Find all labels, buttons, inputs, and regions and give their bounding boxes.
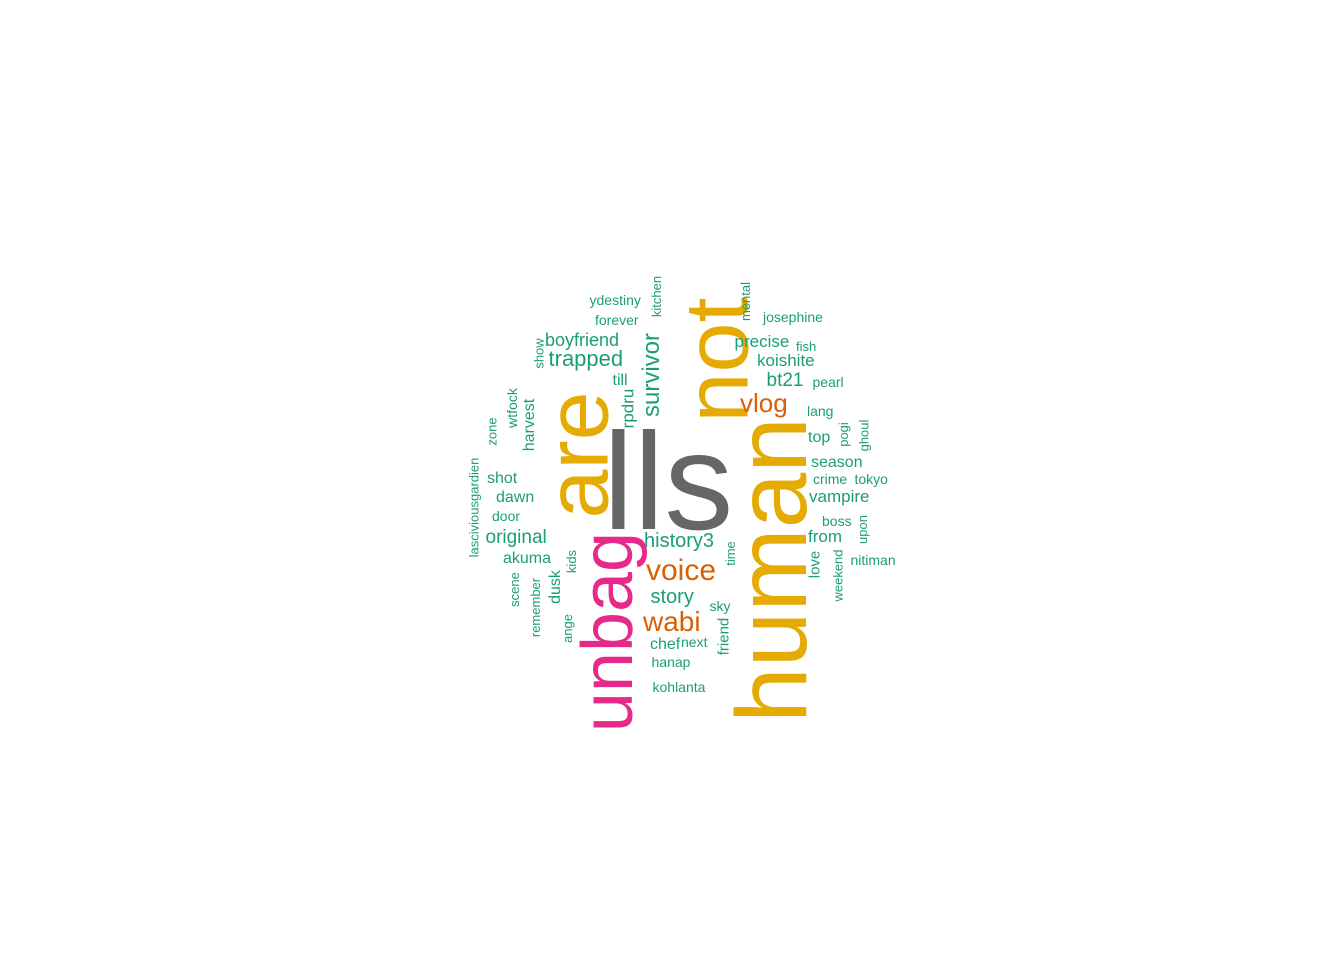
word-next: next xyxy=(681,634,708,650)
word-upon: upon xyxy=(854,514,870,544)
word-weekend: weekend xyxy=(830,548,846,602)
word-boyfriend: boyfriend xyxy=(545,330,620,350)
word-vlog: vlog xyxy=(740,388,788,418)
word-boss: boss xyxy=(822,513,852,529)
word-show: show xyxy=(531,337,547,369)
word-ghoul: ghoul xyxy=(856,419,872,451)
word-josephine: josephine xyxy=(763,309,823,325)
word-shot: shot xyxy=(487,470,518,487)
word-survivor: survivor xyxy=(638,332,666,418)
word-scene: scene xyxy=(506,571,522,607)
word-till: till xyxy=(612,372,628,389)
word-pearl: pearl xyxy=(812,374,844,390)
word-season: season xyxy=(811,454,863,471)
word-pogi: pogi xyxy=(835,421,851,447)
word-crime: crime xyxy=(813,471,848,487)
word-remember: remember xyxy=(527,577,543,637)
word-zone: zone xyxy=(484,416,500,446)
word-wabi: wabi xyxy=(643,606,701,637)
word-kitchen: kitchen xyxy=(648,275,664,317)
word-chef: chef xyxy=(650,636,681,653)
word-rpdru: rpdru xyxy=(618,388,638,428)
word-bt21: bt21 xyxy=(766,369,804,391)
word-friend: friend xyxy=(715,617,733,655)
word-dawn: dawn xyxy=(496,489,535,506)
word-are: are xyxy=(527,391,627,519)
word-lls: lls xyxy=(603,405,734,559)
word-kohlanta: kohlanta xyxy=(652,679,706,695)
word-mental: mental xyxy=(737,281,753,321)
word-tokyo: tokyo xyxy=(854,471,888,487)
word-lang: lang xyxy=(807,403,834,419)
word-vampire: vampire xyxy=(809,486,870,506)
word-top: top xyxy=(808,429,831,446)
word-fish: fish xyxy=(796,338,817,354)
word-koishite: koishite xyxy=(757,350,815,370)
word-dusk: dusk xyxy=(546,570,564,604)
word-sky: sky xyxy=(709,598,731,614)
word-time: time xyxy=(722,540,738,566)
word-forever: forever xyxy=(595,312,639,328)
word-trapped: trapped xyxy=(548,346,624,371)
word-ange: ange xyxy=(559,613,575,643)
word-door: door xyxy=(492,508,521,524)
word-from: from xyxy=(808,526,842,546)
word-unbag: unbag xyxy=(568,531,649,733)
word-voice: voice xyxy=(646,554,717,587)
word-lasciviousgardien: lasciviousgardien xyxy=(466,457,482,557)
word-story: story xyxy=(650,586,694,608)
word-kids: kids xyxy=(563,549,579,573)
word-original: original xyxy=(485,526,547,548)
word-history3: history3 xyxy=(644,530,715,552)
word-wtfock: wtfock xyxy=(503,388,520,428)
word-akuma: akuma xyxy=(503,550,552,567)
word-ydestiny: ydestiny xyxy=(589,292,641,308)
word-harvest: harvest xyxy=(521,398,539,452)
word-nitiman: nitiman xyxy=(850,552,896,568)
word-hanap: hanap xyxy=(651,654,691,670)
word-love: love xyxy=(806,550,824,578)
word-precise: precise xyxy=(734,331,790,351)
